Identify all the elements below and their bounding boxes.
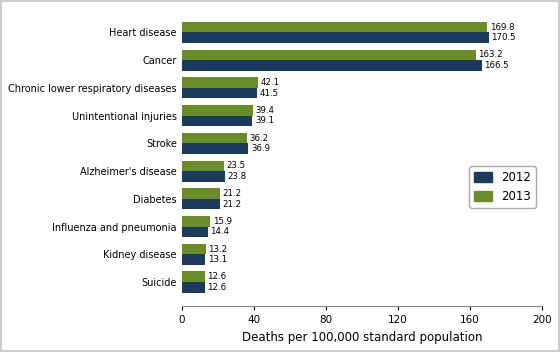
Text: 166.5: 166.5: [484, 61, 509, 70]
Bar: [182, 105, 253, 115]
Bar: [182, 282, 204, 293]
Text: 42.1: 42.1: [260, 78, 279, 87]
Bar: [182, 50, 475, 60]
Bar: [182, 227, 208, 237]
Bar: [182, 188, 220, 199]
Text: 23.5: 23.5: [227, 161, 246, 170]
Text: 14.4: 14.4: [211, 227, 230, 236]
Text: 15.9: 15.9: [213, 217, 232, 226]
Bar: [182, 244, 206, 254]
Bar: [182, 271, 204, 282]
Text: 39.4: 39.4: [255, 106, 274, 115]
Bar: [182, 60, 482, 71]
Bar: [182, 216, 211, 227]
Text: 36.9: 36.9: [251, 144, 270, 153]
Text: 36.2: 36.2: [250, 133, 269, 143]
Bar: [182, 161, 224, 171]
Text: 163.2: 163.2: [478, 50, 503, 59]
Text: 169.8: 169.8: [490, 23, 515, 32]
Text: 12.6: 12.6: [207, 283, 226, 292]
Bar: [182, 143, 248, 154]
Text: 41.5: 41.5: [259, 89, 278, 98]
Text: 21.2: 21.2: [223, 200, 242, 209]
Bar: [182, 115, 252, 126]
Text: 13.2: 13.2: [208, 245, 227, 253]
Bar: [182, 133, 247, 143]
Text: 12.6: 12.6: [207, 272, 226, 281]
Bar: [182, 88, 256, 99]
Bar: [182, 77, 258, 88]
Bar: [182, 254, 206, 265]
Bar: [182, 199, 220, 209]
Bar: [182, 171, 225, 182]
Text: 21.2: 21.2: [223, 189, 242, 198]
Bar: [182, 22, 488, 32]
Text: 170.5: 170.5: [492, 33, 516, 42]
Text: 13.1: 13.1: [208, 255, 227, 264]
Text: 23.8: 23.8: [227, 172, 246, 181]
Bar: [182, 32, 489, 43]
Legend: 2012, 2013: 2012, 2013: [469, 166, 536, 208]
Text: 39.1: 39.1: [255, 117, 274, 125]
X-axis label: Deaths per 100,000 standard population: Deaths per 100,000 standard population: [241, 331, 482, 344]
